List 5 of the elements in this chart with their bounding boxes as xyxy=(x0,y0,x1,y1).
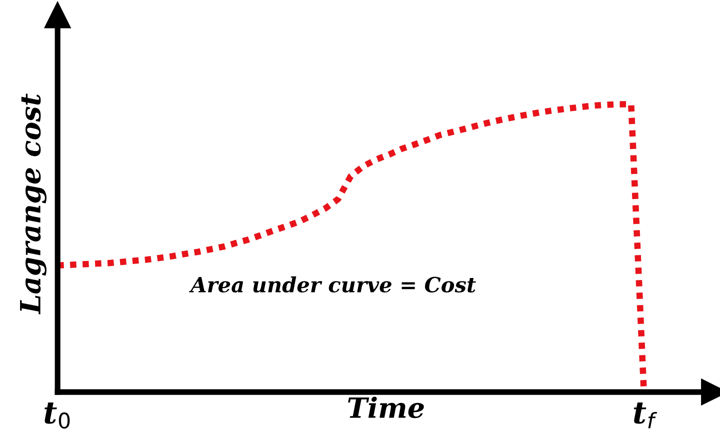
y-axis-title: Lagrange cost xyxy=(20,94,46,314)
x-tick-label: t$_{0}$ xyxy=(44,402,70,429)
x-tick-label: t$_{f}$ xyxy=(634,402,658,428)
annotation: Area under curve = Cost xyxy=(189,276,476,293)
x-axis-title: Time xyxy=(348,396,424,418)
